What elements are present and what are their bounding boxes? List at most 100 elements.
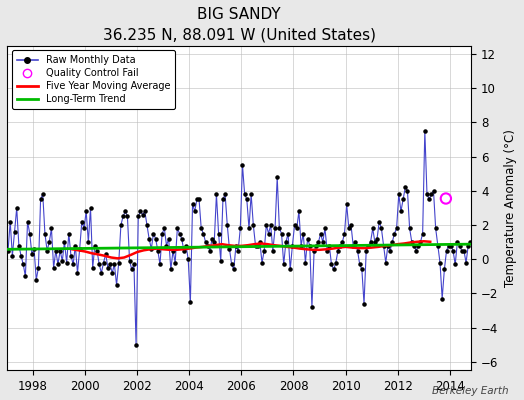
Point xyxy=(397,208,405,214)
Point xyxy=(39,191,47,198)
Point xyxy=(377,225,386,232)
Point xyxy=(86,205,95,211)
Point xyxy=(262,222,270,228)
Point xyxy=(264,230,272,237)
Point xyxy=(71,242,80,249)
Point xyxy=(201,239,210,245)
Point xyxy=(464,242,473,249)
Point xyxy=(373,236,381,242)
Point xyxy=(419,230,427,237)
Point xyxy=(214,230,223,237)
Point xyxy=(312,242,321,249)
Point xyxy=(127,266,136,273)
Point xyxy=(325,242,333,249)
Point xyxy=(75,246,84,252)
Point xyxy=(223,222,232,228)
Point xyxy=(6,218,14,225)
Point xyxy=(64,230,73,237)
Point xyxy=(188,201,196,208)
Point xyxy=(436,260,444,266)
Point xyxy=(230,266,238,273)
Point xyxy=(10,229,19,235)
Point xyxy=(343,201,351,208)
Point xyxy=(119,213,127,220)
Point xyxy=(388,239,397,245)
Point xyxy=(301,260,310,266)
Point xyxy=(334,248,342,254)
Point xyxy=(51,248,60,254)
Point xyxy=(91,242,99,249)
Point xyxy=(58,258,67,264)
Point xyxy=(451,261,460,268)
Point xyxy=(431,225,440,232)
Point xyxy=(384,242,392,249)
Point xyxy=(13,205,21,211)
Point xyxy=(375,218,384,225)
Point xyxy=(78,218,86,225)
Point xyxy=(308,304,316,310)
Point xyxy=(206,248,214,254)
Point xyxy=(414,242,422,249)
Point xyxy=(15,242,23,249)
Point xyxy=(208,236,216,242)
Point xyxy=(140,208,149,214)
Point xyxy=(84,239,93,245)
Point xyxy=(145,236,154,242)
Point xyxy=(328,261,336,268)
Point xyxy=(466,239,475,245)
Point xyxy=(156,261,164,268)
Point xyxy=(136,208,145,214)
Point xyxy=(269,248,277,254)
Point xyxy=(138,212,147,218)
Point xyxy=(89,264,97,271)
Point xyxy=(440,266,449,273)
Point xyxy=(288,242,297,249)
Point xyxy=(444,242,453,249)
Point xyxy=(258,260,266,266)
Point xyxy=(252,242,260,249)
Point xyxy=(234,248,242,254)
Point xyxy=(267,222,275,228)
Point xyxy=(379,242,388,249)
Point xyxy=(453,239,462,245)
Point xyxy=(321,225,329,232)
Point xyxy=(212,191,221,198)
Point xyxy=(392,225,401,232)
Point xyxy=(162,242,171,249)
Point xyxy=(97,270,105,276)
Point xyxy=(108,270,116,276)
Point xyxy=(167,266,175,273)
Point xyxy=(232,242,240,249)
Point xyxy=(143,222,151,228)
Point xyxy=(256,239,264,245)
Point xyxy=(349,242,357,249)
Point xyxy=(32,276,40,283)
Point xyxy=(438,295,446,302)
Point xyxy=(381,260,390,266)
Point xyxy=(17,252,25,259)
Point xyxy=(80,225,88,232)
Point xyxy=(169,248,177,254)
Point xyxy=(36,196,45,202)
Point xyxy=(336,242,344,249)
Point xyxy=(227,261,236,268)
Point xyxy=(149,230,158,237)
Point xyxy=(219,196,227,202)
Point xyxy=(390,230,399,237)
Point xyxy=(117,222,125,228)
Point xyxy=(95,261,103,268)
Point xyxy=(305,242,314,249)
Point xyxy=(216,258,225,264)
Point xyxy=(43,248,51,254)
Point xyxy=(245,225,253,232)
Point xyxy=(297,242,305,249)
Point xyxy=(199,230,208,237)
Point xyxy=(125,258,134,264)
Point xyxy=(93,248,101,254)
Point xyxy=(221,191,230,198)
Point xyxy=(421,128,429,134)
Point xyxy=(197,225,205,232)
Point xyxy=(41,230,49,237)
Point xyxy=(54,261,62,268)
Point xyxy=(351,239,359,245)
